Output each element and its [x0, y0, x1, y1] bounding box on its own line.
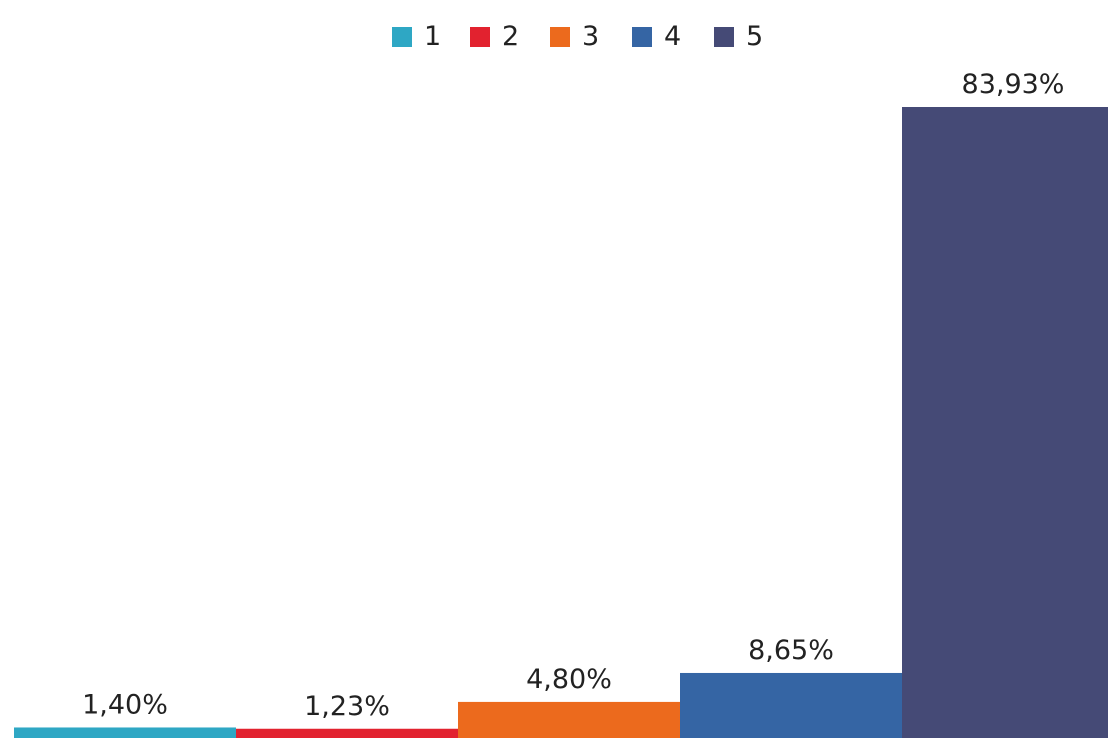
data-label-1: 1,40%: [82, 689, 168, 720]
legend: 1 2 3 4 5: [392, 21, 763, 52]
data-labels: 1,40% 1,23% 4,80% 8,65% 83,93%: [82, 69, 1064, 722]
legend-label-4: 4: [664, 21, 681, 52]
bar-4: [680, 672, 902, 738]
bar-1: [14, 727, 236, 738]
legend-label-5: 5: [746, 21, 763, 52]
legend-swatch-1: [392, 27, 412, 47]
data-label-3: 4,80%: [526, 664, 612, 695]
legend-swatch-5: [714, 27, 734, 47]
legend-label-1: 1: [424, 21, 441, 52]
bar-5: [902, 107, 1108, 738]
legend-label-2: 2: [502, 21, 519, 52]
data-label-2: 1,23%: [304, 691, 390, 722]
legend-label-3: 3: [582, 21, 599, 52]
bar-3: [458, 701, 680, 738]
bars: [14, 107, 1108, 738]
legend-swatch-4: [632, 27, 652, 47]
legend-swatch-2: [470, 27, 490, 47]
bar-2: [236, 728, 458, 738]
data-label-4: 8,65%: [748, 635, 834, 666]
data-label-5: 83,93%: [962, 69, 1065, 100]
legend-swatch-3: [550, 27, 570, 47]
